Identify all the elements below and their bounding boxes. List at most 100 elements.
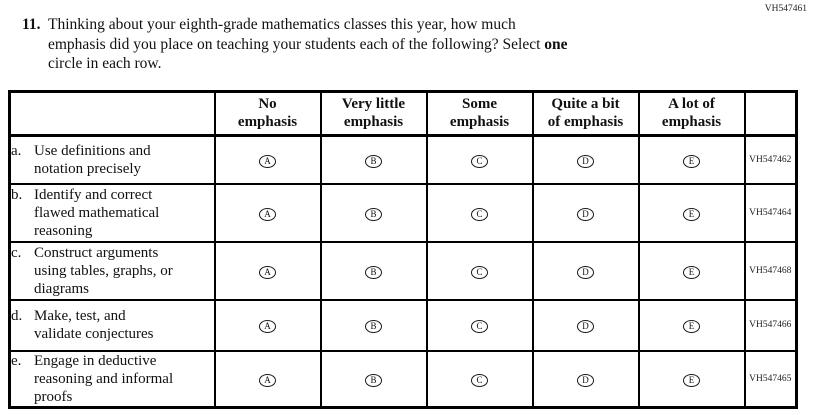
column-header: Quite a bit of emphasis xyxy=(531,90,640,137)
option-letter: C xyxy=(476,155,483,166)
option-circle-c[interactable]: C xyxy=(471,373,488,387)
question-bold-word: one xyxy=(544,35,568,53)
row-label-cell: a. Use definitions and notation precisely xyxy=(8,134,216,185)
row-label-line: using tables, graphs, or xyxy=(34,262,173,279)
code-column-header-empty xyxy=(743,90,798,137)
row-letter: c. xyxy=(11,244,22,261)
column-header-line: Quite a bit xyxy=(551,96,620,112)
row-label-line: Make, test, and xyxy=(34,308,126,324)
row-label-line: reasoning xyxy=(34,222,93,239)
option-circle-d[interactable]: D xyxy=(577,154,594,168)
option-cell: C xyxy=(425,182,534,243)
option-letter: E xyxy=(688,266,695,277)
option-circle-a[interactable]: A xyxy=(259,207,276,221)
option-cell: C xyxy=(425,349,534,409)
option-cell: E xyxy=(637,298,746,352)
option-cell: E xyxy=(637,240,746,301)
option-circle-d[interactable]: D xyxy=(577,373,594,387)
option-cell: C xyxy=(425,134,534,185)
option-circle-a[interactable]: A xyxy=(259,265,276,279)
option-circle-c[interactable]: C xyxy=(471,154,488,168)
option-circle-e[interactable]: E xyxy=(683,320,700,333)
option-circle-c[interactable]: C xyxy=(471,320,488,333)
row-label-line: reasoning and informal xyxy=(34,370,174,387)
option-letter: E xyxy=(688,208,695,219)
option-letter: B xyxy=(370,374,377,385)
option-cell: A xyxy=(213,182,322,243)
option-circle-d[interactable]: D xyxy=(577,265,594,279)
option-cell: A xyxy=(213,134,322,185)
column-header: A lot of emphasis xyxy=(637,90,746,137)
option-circle-c[interactable]: C xyxy=(471,265,488,279)
option-letter: D xyxy=(582,208,589,219)
option-letter: D xyxy=(582,321,589,331)
row-label-header-empty xyxy=(8,90,216,137)
option-circle-b[interactable]: B xyxy=(365,154,382,168)
row-letter: e. xyxy=(11,352,22,369)
option-letter: D xyxy=(582,155,589,166)
table-row: e. Engage in deductive reasoning and infor… xyxy=(8,349,798,409)
option-letter: E xyxy=(688,321,695,331)
option-letter: B xyxy=(370,208,377,219)
option-letter: A xyxy=(264,321,271,331)
accession-code-top: VH547461 xyxy=(764,4,807,14)
option-circle-b[interactable]: B xyxy=(365,373,382,387)
option-circle-a[interactable]: A xyxy=(259,373,276,387)
option-cell: E xyxy=(637,349,746,409)
column-header-line: emphasis xyxy=(343,113,404,130)
option-circle-a[interactable]: A xyxy=(259,320,276,333)
question-line-1: Thinking about your eighth-grade mathema… xyxy=(48,16,516,33)
option-circle-d[interactable]: D xyxy=(577,207,594,221)
row-label-line: notation precisely xyxy=(34,160,142,177)
column-header: Some emphasis xyxy=(425,90,534,137)
column-header-line: emphasis xyxy=(237,113,298,130)
row-code: VH547466 xyxy=(743,298,798,352)
option-cell: B xyxy=(319,349,428,409)
option-circle-a[interactable]: A xyxy=(259,154,276,168)
option-cell: A xyxy=(213,298,322,352)
question-line-3: circle in each row. xyxy=(48,55,162,72)
option-circle-b[interactable]: B xyxy=(365,265,382,279)
option-circle-c[interactable]: C xyxy=(471,207,488,221)
question-block: 11. Thinking about your eighth-grade mat… xyxy=(22,15,742,74)
table-header-row: No emphasis Very little emphasis Some emphasi… xyxy=(8,90,798,137)
row-label-line: Engage in deductive xyxy=(34,352,157,369)
row-label-line: Construct arguments xyxy=(34,244,159,261)
option-letter: E xyxy=(688,374,695,385)
row-label-text: Make, test, and validate conjectures xyxy=(34,307,213,343)
column-header-line: emphasis xyxy=(449,113,510,130)
option-letter: C xyxy=(476,266,483,277)
table-row: c. Construct arguments using tables, graph… xyxy=(8,240,798,301)
option-cell: B xyxy=(319,182,428,243)
column-header: No emphasis xyxy=(213,90,322,137)
option-cell: D xyxy=(531,182,640,243)
option-circle-e[interactable]: E xyxy=(683,265,700,279)
option-circle-b[interactable]: B xyxy=(365,320,382,333)
column-header-line: A lot of xyxy=(668,96,715,112)
option-circle-e[interactable]: E xyxy=(683,154,700,168)
option-letter: D xyxy=(582,374,589,385)
row-label-line: validate conjectures xyxy=(34,326,154,342)
option-circle-e[interactable]: E xyxy=(683,373,700,387)
row-label-text: Identify and correct flawed mathematical r… xyxy=(34,186,213,240)
option-circle-b[interactable]: B xyxy=(365,207,382,221)
column-header: Very little emphasis xyxy=(319,90,428,137)
option-cell: E xyxy=(637,182,746,243)
table-row: b. Identify and correct flawed mathematica… xyxy=(8,182,798,243)
option-cell: B xyxy=(319,134,428,185)
column-header-line: Some xyxy=(462,96,497,112)
row-code: VH547465 xyxy=(743,349,798,409)
option-cell: D xyxy=(531,298,640,352)
option-letter: C xyxy=(476,208,483,219)
row-label-cell: c. Construct arguments using tables, graph… xyxy=(8,240,216,301)
option-cell: A xyxy=(213,349,322,409)
option-letter: B xyxy=(370,266,377,277)
option-circle-d[interactable]: D xyxy=(577,320,594,333)
table-row: d. Make, test, and validate conjectures A B C… xyxy=(8,298,798,352)
option-cell: B xyxy=(319,298,428,352)
option-circle-e[interactable]: E xyxy=(683,207,700,221)
option-letter: D xyxy=(582,266,589,277)
option-letter: A xyxy=(264,155,271,166)
option-cell: D xyxy=(531,134,640,185)
